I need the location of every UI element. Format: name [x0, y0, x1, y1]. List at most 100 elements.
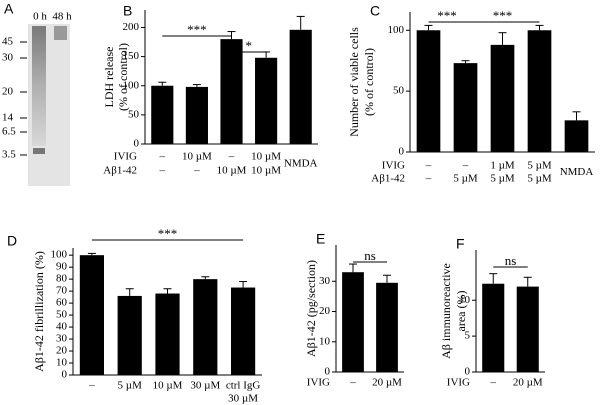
- category-label: 5 µM: [490, 173, 515, 185]
- row-label: IVIG: [114, 151, 137, 163]
- category-label: 30 µM: [190, 380, 220, 392]
- category-label: ctrl IgG: [226, 380, 261, 392]
- marker-label: 14: [2, 112, 14, 124]
- y-tick-label: 80: [56, 273, 68, 285]
- y-tick-label: 20: [319, 305, 331, 317]
- category-label: –: [159, 151, 166, 163]
- marker-label: 45: [2, 36, 14, 48]
- marker-label: 6.5: [2, 126, 16, 138]
- bar: [79, 255, 104, 375]
- category-label: –: [490, 377, 497, 389]
- category-label: –: [228, 151, 235, 163]
- significance-label: ***: [437, 8, 457, 23]
- category-label: 5 µM: [527, 173, 552, 185]
- category-label: 5 µM: [527, 160, 552, 172]
- y-tick-label: 0: [134, 138, 140, 150]
- y-tick-label: 70: [56, 285, 68, 297]
- category-label: 1 µM: [490, 160, 515, 172]
- bar: [453, 63, 478, 153]
- y-tick-label: 60: [56, 297, 68, 309]
- y-tick-label: 10: [459, 294, 471, 306]
- bar: [376, 282, 398, 372]
- significance-label: ns: [364, 248, 376, 263]
- category-label: NMDA: [560, 166, 594, 178]
- panel-letter: E: [316, 231, 325, 247]
- y-tick-label: 50: [56, 309, 68, 321]
- row-label: IVIG: [382, 160, 405, 172]
- significance-label: *: [246, 38, 253, 53]
- category-label: –: [159, 165, 166, 177]
- panel-letter: C: [370, 3, 380, 19]
- y-tick-label: 100: [51, 249, 68, 261]
- bar: [255, 57, 278, 145]
- y-tick-label: 0: [399, 146, 405, 158]
- row-label: IVIG: [307, 377, 330, 389]
- y-tick-label: 50: [393, 85, 405, 97]
- category-label: 10 µM: [251, 151, 281, 163]
- bar: [117, 295, 142, 375]
- category-label: 10 µM: [217, 165, 247, 177]
- y-tick-label: 0: [325, 366, 331, 378]
- category-label: 5 µM: [453, 173, 478, 185]
- y-axis-label: (% of control): [116, 43, 130, 111]
- y-tick-label: 200: [123, 21, 140, 33]
- bar: [185, 86, 208, 144]
- y-tick-label: 10: [319, 335, 331, 347]
- y-tick-label: 50: [128, 108, 140, 120]
- category-label: –: [349, 377, 356, 389]
- panel-letter: D: [7, 233, 17, 249]
- significance-label: ***: [187, 22, 207, 37]
- y-tick-label: 150: [123, 50, 140, 62]
- y-tick-label: 30: [56, 333, 68, 345]
- significance-label: ns: [505, 253, 517, 268]
- bar: [220, 39, 243, 145]
- gel-band: [54, 26, 67, 40]
- bar: [155, 293, 180, 375]
- lane-label: 0 h: [33, 11, 47, 23]
- bar: [490, 44, 515, 152]
- category-label: 20 µM: [372, 377, 402, 389]
- marker-label: 30: [2, 52, 14, 64]
- category-label: –: [425, 160, 432, 172]
- y-axis-label: Aβ1-42 fibrillization (%): [32, 251, 46, 372]
- y-axis-label: Aβ1-42 (pg/section): [304, 260, 318, 357]
- category-label: –: [425, 173, 432, 185]
- panel-letter: A: [4, 1, 14, 17]
- row-label: IVIG: [447, 377, 470, 389]
- row-label: Aβ1-42: [103, 165, 137, 177]
- y-tick-label: 0: [465, 366, 471, 378]
- bar: [564, 120, 589, 152]
- category-label: 10 µM: [182, 151, 212, 163]
- y-axis-label: Number of viable cells: [347, 27, 361, 137]
- bar: [289, 29, 312, 145]
- bar: [151, 85, 174, 144]
- category-sublabel: 30 µM: [228, 393, 258, 405]
- y-tick-label: 10: [56, 357, 68, 369]
- category-label: 10 µM: [251, 165, 281, 177]
- marker-label: 20: [2, 86, 14, 98]
- y-tick-label: 100: [388, 24, 405, 36]
- panel-letter: F: [456, 236, 465, 252]
- bar: [231, 287, 256, 375]
- row-label: Aβ1-42: [371, 173, 405, 185]
- bar: [416, 30, 441, 152]
- bar: [516, 286, 539, 372]
- y-tick-label: 90: [56, 261, 68, 273]
- marker-label: 3.5: [2, 149, 16, 161]
- category-label: 5 µM: [118, 380, 143, 392]
- y-axis-label: LDH release: [102, 47, 116, 108]
- panel-letter: B: [123, 3, 132, 19]
- y-axis-label: Aβ immunoreactive: [439, 263, 453, 359]
- gel-lane: [32, 26, 46, 146]
- y-axis-label: area (%): [454, 291, 468, 332]
- gel-band: [33, 148, 45, 154]
- y-tick-label: 5: [465, 330, 471, 342]
- category-label: –: [462, 160, 469, 172]
- category-label: –: [193, 165, 200, 177]
- y-tick-label: 20: [56, 345, 68, 357]
- y-tick-label: 100: [123, 79, 140, 91]
- category-label: 20 µM: [513, 377, 543, 389]
- bar: [527, 30, 552, 152]
